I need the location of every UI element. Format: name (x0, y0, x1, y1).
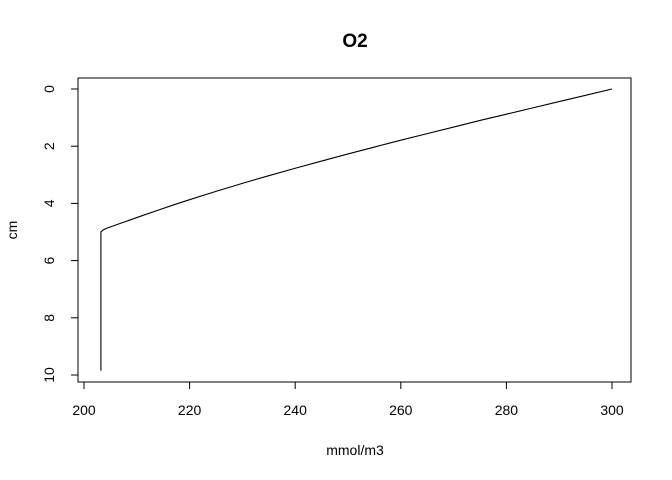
series-line-o2 (100, 88, 613, 371)
y-tick-label-0: 0 (41, 85, 57, 93)
x-axis-label: mmol/m3 (326, 442, 384, 458)
y-tick-label-4: 4 (41, 199, 57, 207)
x-tick-label-260: 260 (389, 402, 413, 418)
x-tick-label-220: 220 (178, 402, 202, 418)
y-tick-label-2: 2 (41, 142, 57, 150)
x-axis-ticks: 200 220 240 260 280 300 (72, 382, 624, 418)
x-tick-label-200: 200 (72, 402, 96, 418)
chart-title: O2 (342, 31, 367, 52)
x-tick-label-240: 240 (284, 402, 308, 418)
y-tick-label-10: 10 (41, 367, 57, 383)
series-group (100, 88, 613, 371)
y-axis-ticks: 0 2 4 6 8 10 (41, 85, 78, 383)
y-tick-label-6: 6 (41, 256, 57, 264)
plot-frame (77, 77, 632, 383)
y-tick-label-8: 8 (41, 314, 57, 322)
x-tick-label-300: 300 (600, 402, 624, 418)
y-axis-label: cm (4, 221, 20, 240)
x-tick-label-280: 280 (495, 402, 519, 418)
